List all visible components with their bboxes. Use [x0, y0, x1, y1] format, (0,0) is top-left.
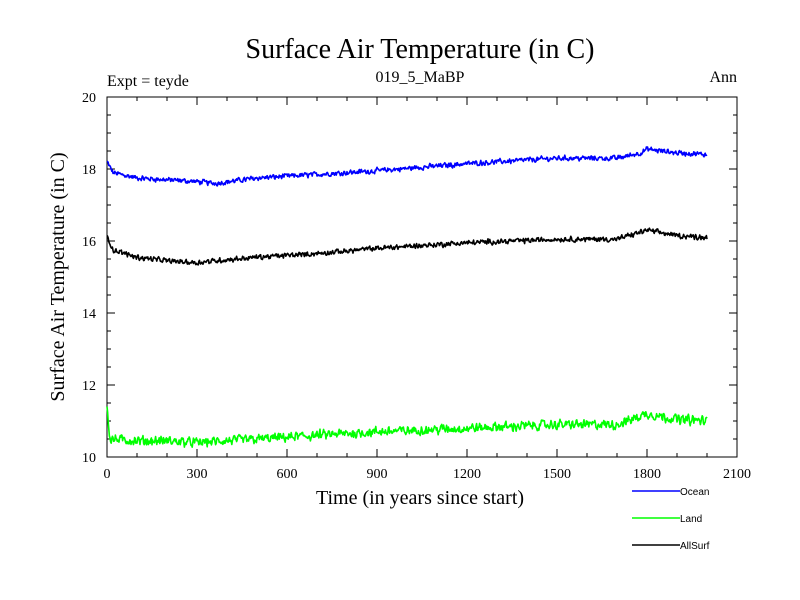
x-tick-label: 1800 — [633, 467, 661, 482]
y-tick-label: 20 — [82, 91, 96, 106]
legend-label-ocean: Ocean — [680, 487, 709, 498]
series-line-land — [106, 406, 708, 448]
chart-title: Surface Air Temperature (in C) — [246, 34, 595, 65]
chart-subtitle-left: Expt = teyde — [107, 73, 189, 90]
x-tick-label: 1500 — [543, 467, 571, 482]
x-tick-label: 2100 — [723, 467, 751, 482]
chart-subtitle-center: 019_5_MaBP — [376, 69, 465, 86]
legend: Ocean Land AllSurf — [632, 487, 710, 552]
series-line-ocean — [106, 146, 708, 187]
x-axis-label: Time (in years since start) — [316, 487, 524, 509]
y-axis-label: Surface Air Temperature (in C) — [47, 152, 69, 401]
legend-label-land: Land — [680, 514, 702, 525]
axis-ticks: 0 300 600 900 1200 1500 1800 2100 10 12 14 16 18 20 — [82, 91, 751, 482]
y-tick-label: 18 — [82, 163, 96, 178]
x-tick-label: 300 — [187, 467, 208, 482]
y-tick-label: 16 — [82, 235, 96, 250]
y-tick-label: 10 — [82, 451, 96, 466]
x-tick-label: 1200 — [453, 467, 481, 482]
x-tick-label: 600 — [277, 467, 298, 482]
x-tick-label: 900 — [367, 467, 388, 482]
series-line-allsurf — [106, 227, 708, 266]
x-tick-label: 0 — [104, 467, 111, 482]
y-tick-label: 14 — [82, 307, 96, 322]
legend-label-allsurf: AllSurf — [680, 541, 710, 552]
series-lines — [106, 146, 708, 448]
chart-subtitle-right: Ann — [709, 69, 737, 86]
y-tick-label: 12 — [82, 379, 96, 394]
